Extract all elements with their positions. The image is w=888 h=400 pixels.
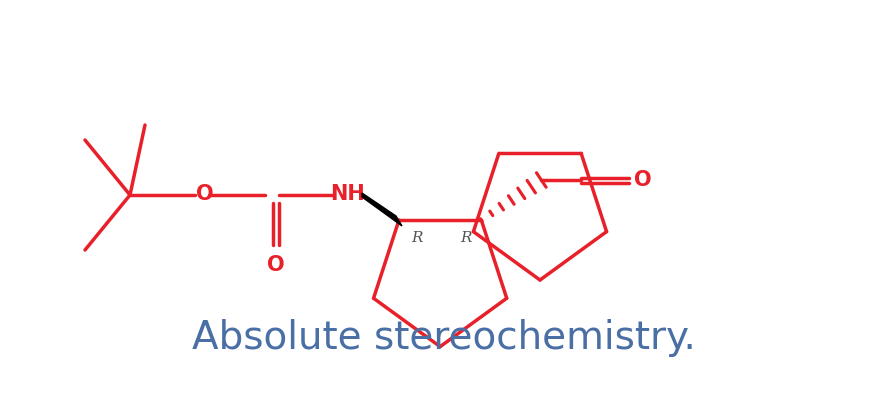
Text: R: R [461,231,472,245]
Text: NH: NH [329,184,364,204]
Text: R: R [411,231,423,245]
Text: O: O [267,255,285,275]
Text: Absolute stereochemistry.: Absolute stereochemistry. [192,319,696,357]
Text: O: O [196,184,214,204]
Text: O: O [635,170,652,190]
Polygon shape [362,193,402,226]
